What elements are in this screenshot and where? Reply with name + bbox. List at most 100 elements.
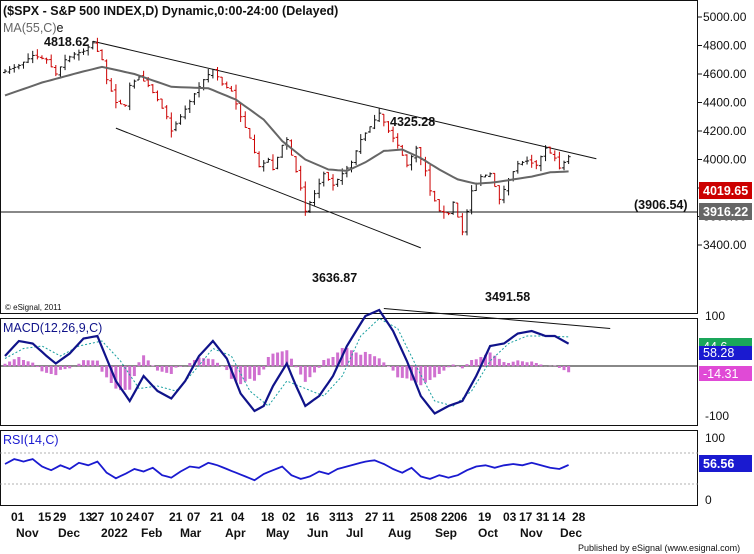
macd-histogram-bar [299,366,303,375]
macd-histogram-bar [534,363,538,367]
support-level-label: (3906.54) [634,198,688,212]
macd-histogram-bar [317,366,321,368]
macd-histogram-bar [331,357,335,367]
macd-histogram-bar [169,366,173,374]
macd-histogram-bar [428,366,432,380]
macd-histogram-bar [483,354,487,367]
macd-histogram-bar [165,366,169,373]
macd-histogram-bar [211,359,215,367]
macd-histogram-bar [567,366,571,373]
rsi-axis: 100 0 [705,431,725,507]
macd-histogram-bar [234,366,238,382]
price-axis-label: 4200.00 [703,124,747,138]
macd-histogram-bar [539,364,543,367]
macd-histogram-bar [216,362,220,367]
macd-histogram-bar [49,366,53,374]
macd-histogram-bar [151,365,155,367]
x-axis-day-label: 13 [79,510,93,524]
macd-histogram-bar [26,361,30,367]
macd-histogram-bar [437,366,441,374]
ma-legend: MA(55,C)e [3,21,63,35]
macd-histogram-bar [109,366,113,383]
x-axis-day-label: 17 [519,510,533,524]
macd-histogram-bar [21,360,25,367]
macd-histogram-bar [465,364,469,367]
x-axis-day-label: 03 [503,510,517,524]
macd-histogram-bar [400,366,404,378]
x-axis-day-label: 29 [53,510,67,524]
macd-histogram-bar [257,366,261,376]
x-axis-day-label: 07 [141,510,155,524]
x-axis-month-label: Jul [346,526,363,540]
x-axis-day-label: 27 [91,510,105,524]
macd-histogram-bar [77,363,81,367]
macd-histogram-bar [488,352,492,367]
macd-histogram-bar [470,360,474,367]
price-trendlines [92,40,597,249]
macd-histogram-bar [359,354,363,367]
macd-histogram-bar [179,366,183,367]
x-axis-day-label: 22 [441,510,455,524]
macd-histogram-bar [91,360,95,367]
macd-line [4,308,570,415]
macd-histogram-bar [202,358,206,367]
rsi-panel-frame [0,430,698,506]
macd-histogram-bar [460,366,464,369]
macd-histogram-bar [303,366,307,382]
x-axis-day-label: 19 [478,510,492,524]
macd-histogram-bar [114,366,118,389]
x-axis-month-label: Mar [180,526,202,540]
macd-histogram-bar [447,366,451,368]
macd-histogram-bar [474,359,478,367]
x-axis-day-label: 24 [126,510,140,524]
x-axis-month-label: Dec [58,526,80,540]
x-axis-day-label: 02 [282,510,296,524]
macd-histogram-bar [119,366,122,391]
annotation-aug-high: 4325.28 [390,115,435,129]
macd-histogram-bar [308,366,312,378]
ma-value-badge [699,203,752,220]
macd-histogram-bar [280,351,284,367]
signal-badge [699,346,752,360]
macd-histogram-bar [479,357,483,367]
x-axis-day-label: 01 [11,510,25,524]
rsi-badge [699,455,752,472]
macd-histogram-bar [225,366,229,371]
macd-histogram-bar [289,358,293,367]
macd-histogram-bar [294,366,298,368]
x-axis-month-label: Nov [520,526,543,540]
macd-histogram-bar [206,358,210,367]
macd-histogram-bar [423,366,427,383]
macd-histogram-bar [511,361,515,367]
macd-axis: 100 -100 [705,309,729,423]
macd-histogram-bar [276,352,280,367]
x-axis-day-label: 04 [231,510,245,524]
panel-frames [0,0,698,506]
macd-histogram-bar [516,360,520,367]
macd-axis-label: 100 [705,309,725,323]
macd-histogram-bar [174,366,178,368]
macd-histogram-bar [239,366,243,385]
histogram-badge [699,366,752,381]
macd-histogram-bar [266,357,270,367]
publisher-footer: Published by eSignal (www.esignal.com) [578,543,740,553]
macd-histogram-bar [525,362,529,367]
macd-histogram-bar [502,362,506,367]
macd-histogram-bar [86,360,90,367]
macd-histogram-bar [54,366,58,376]
x-axis-day-label: 06 [454,510,468,524]
x-axis-month-label: Aug [388,526,411,540]
macd-histogram-bar [100,366,104,372]
x-axis-month-label: Feb [141,526,162,540]
macd-histogram-bar [68,366,72,369]
macd-histogram-bar [197,357,201,367]
macd-histogram-bar [520,361,524,367]
macd-histogram-bar [123,366,127,390]
macd-histogram-bar [63,366,67,370]
x-axis-month-label: Nov [16,526,39,540]
macd-histogram-bar [40,366,44,372]
x-axis-day-label: 21 [210,510,224,524]
x-axis-month-label: Oct [478,526,498,540]
last-price-badge [699,182,752,199]
